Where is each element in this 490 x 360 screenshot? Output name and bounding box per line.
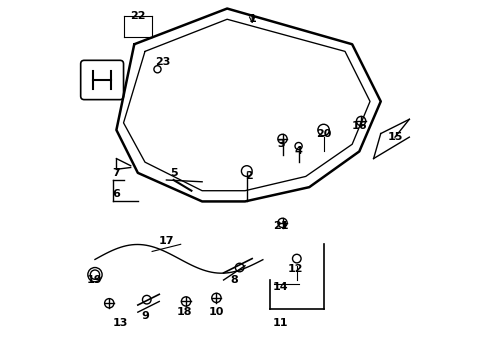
Text: 1: 1 (248, 14, 256, 24)
Text: 22: 22 (130, 11, 146, 21)
Text: 16: 16 (351, 121, 367, 131)
Text: 15: 15 (388, 132, 403, 142)
Text: 5: 5 (170, 168, 177, 178)
Text: 18: 18 (176, 307, 192, 317)
Text: 17: 17 (159, 236, 174, 246)
Text: 12: 12 (287, 264, 303, 274)
Text: 21: 21 (273, 221, 289, 231)
Text: 6: 6 (113, 189, 121, 199)
Text: 11: 11 (273, 318, 289, 328)
Text: 20: 20 (316, 129, 331, 139)
Text: 2: 2 (245, 171, 252, 181)
Text: 3: 3 (277, 139, 285, 149)
Text: 7: 7 (113, 168, 120, 178)
Text: 19: 19 (87, 275, 103, 285)
Text: 8: 8 (230, 275, 238, 285)
Text: 10: 10 (209, 307, 224, 317)
Text: 23: 23 (155, 57, 171, 67)
Text: 14: 14 (273, 282, 289, 292)
Text: 9: 9 (141, 311, 149, 321)
Text: 4: 4 (294, 147, 302, 157)
Text: 13: 13 (112, 318, 128, 328)
